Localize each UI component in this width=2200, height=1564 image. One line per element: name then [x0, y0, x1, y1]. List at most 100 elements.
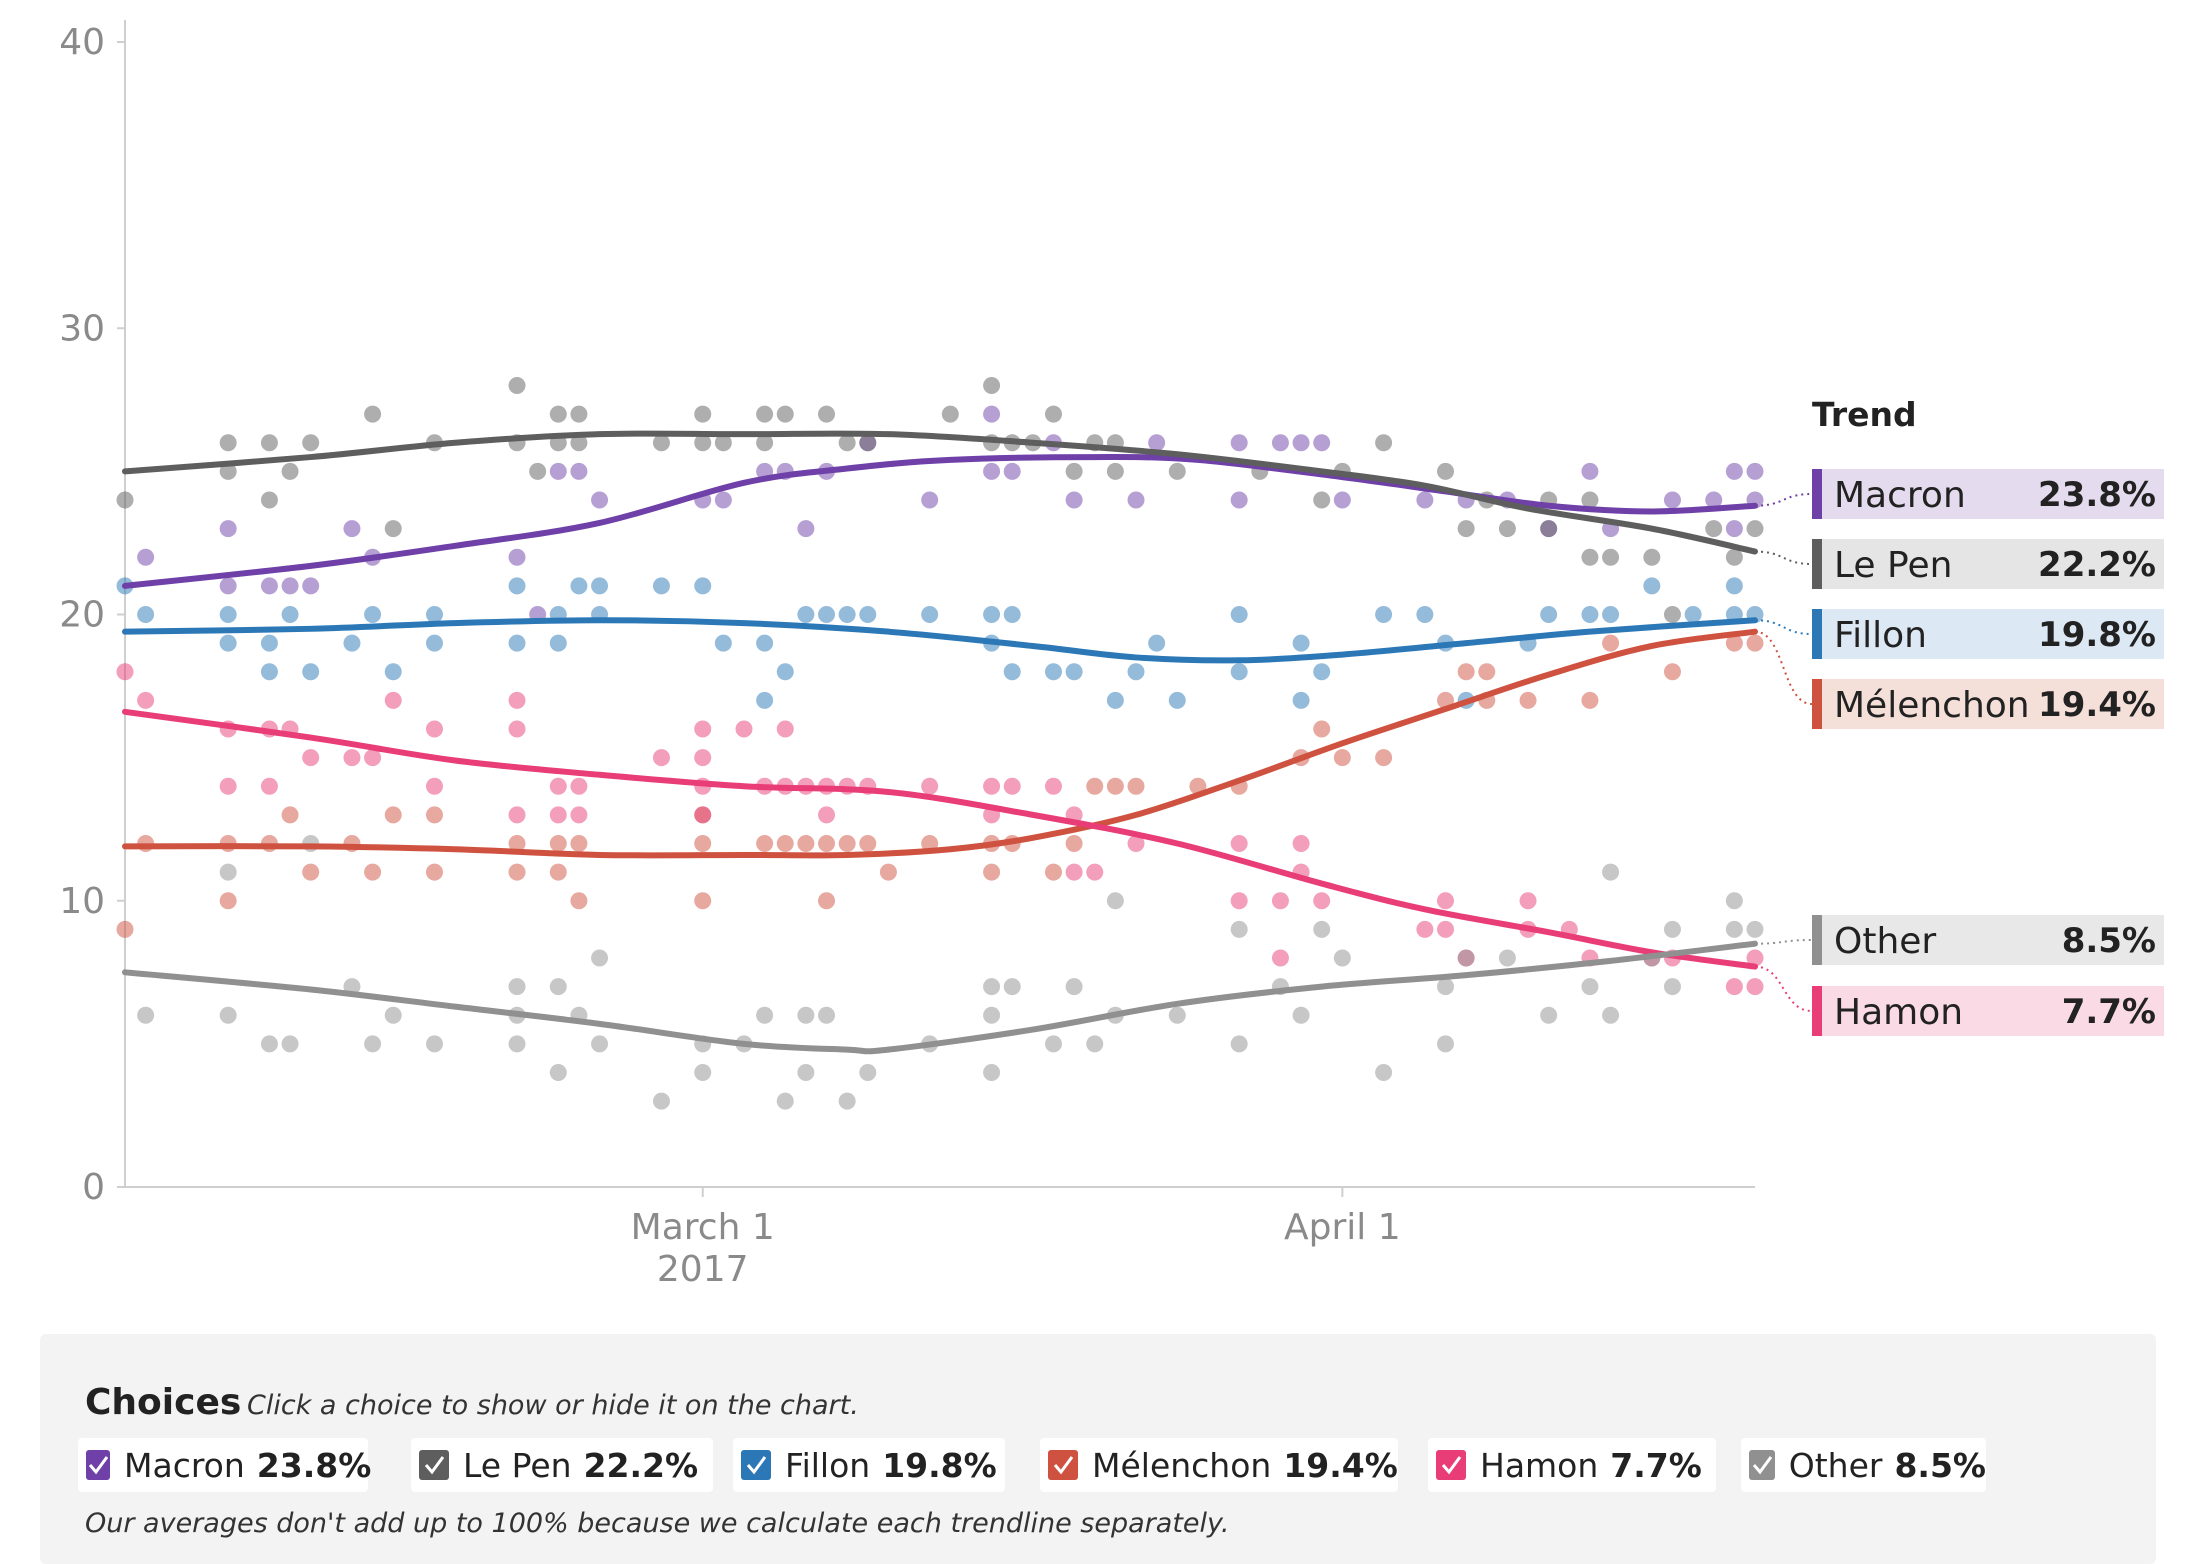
poll-dot-fillon [756, 634, 774, 652]
poll-dot-le-pen [652, 434, 670, 452]
choices-hint: Click a choice to show or hide it on the… [247, 1390, 859, 1421]
poll-dot-macron [1127, 491, 1145, 509]
poll-dot-fillon [343, 634, 361, 652]
poll-dot-other [281, 1035, 299, 1053]
poll-dot-fillon [137, 606, 155, 623]
poll-dot-le-pen [508, 377, 526, 394]
poll-dot-fillon [1292, 691, 1310, 709]
poll-dot-other [1498, 949, 1516, 967]
y-tick-label: 10 [59, 881, 105, 922]
trend-connector [1754, 965, 1813, 1012]
trend-connector [1754, 939, 1813, 945]
trend-connector [1754, 619, 1813, 635]
trend-label-swatch [1812, 609, 1822, 659]
x-tick-label: April 1 [1284, 1207, 1401, 1248]
trend-label-name: Other [1834, 921, 1936, 962]
poll-dot-m-lenchon [838, 835, 856, 852]
checkbox-checked-icon [1436, 1450, 1466, 1480]
poll-dot-hamon [508, 720, 526, 738]
poll-dot-macron [219, 520, 237, 538]
poll-dot-m-lenchon [776, 835, 794, 852]
trend-label-value: 19.4% [2038, 685, 2156, 725]
choice-label: Le Pen [463, 1445, 572, 1485]
trend-connector [1754, 630, 1813, 705]
poll-dot-hamon [694, 720, 712, 738]
choice-label: Mélenchon [1092, 1445, 1272, 1485]
poll-dot-other [1540, 1006, 1558, 1024]
poll-dot-le-pen [818, 405, 836, 423]
poll-dot-other [838, 1092, 856, 1110]
poll-dot-le-pen [694, 434, 712, 452]
poll-dot-macron [549, 462, 567, 480]
poll-dot-other [137, 1006, 155, 1024]
poll-dot-m-lenchon [694, 835, 712, 852]
choice-value: 23.8% [256, 1445, 372, 1485]
poll-dot-fillon [694, 577, 712, 595]
poll-dot-fillon [776, 663, 794, 681]
poll-dot-hamon [343, 749, 361, 767]
poll-dot-m-lenchon [1044, 863, 1062, 881]
choice-label: Fillon [785, 1445, 871, 1485]
checkbox-checked-icon [741, 1450, 771, 1480]
trend-label-bg [1812, 679, 2164, 729]
choice-fillon[interactable]: Fillon 19.8% [733, 1438, 1005, 1492]
poll-dot-hamon [570, 806, 588, 824]
choice-hamon[interactable]: Hamon 7.7% [1428, 1438, 1716, 1492]
choice-label: Other [1788, 1445, 1883, 1485]
trend-label-bg [1812, 915, 2164, 965]
choice-value: 22.2% [583, 1445, 699, 1485]
choice-other[interactable]: Other 8.5% [1741, 1438, 1986, 1492]
poll-dot-le-pen [260, 434, 278, 452]
poll-dot-macron [508, 548, 526, 566]
poll-dot-hamon [1127, 835, 1145, 852]
poll-dot-m-lenchon [1725, 634, 1743, 652]
poll-dot-hamon [508, 806, 526, 824]
poll-dot-le-pen [859, 434, 877, 452]
poll-dot-hamon [1271, 949, 1289, 967]
poll-dot-m-lenchon [219, 892, 237, 910]
poll-dot-other [1437, 978, 1455, 996]
poll-dot-fillon [652, 577, 670, 595]
poll-dot-other [219, 863, 237, 881]
poll-dot-fillon [508, 634, 526, 652]
poll-dot-fillon [260, 634, 278, 652]
choice-value: 19.4% [1283, 1445, 1398, 1485]
x-tick-year: 2017 [657, 1249, 749, 1290]
choice-macron[interactable]: Macron 23.8% [78, 1438, 371, 1492]
poll-dot-fillon [1313, 663, 1331, 681]
poll-dot-other [1725, 920, 1743, 938]
poll-dot-other [1168, 1006, 1186, 1024]
poll-dot-le-pen [714, 434, 732, 452]
poll-dot-m-lenchon [425, 863, 443, 881]
poll-dot-m-lenchon [1581, 691, 1599, 709]
poll-dot-fillon [1168, 691, 1186, 709]
choices-footnote: Our averages don't add up to 100% becaus… [85, 1508, 1230, 1539]
y-axis: 0 10 20 30 40 [59, 20, 126, 1208]
poll-dot-le-pen [1746, 520, 1764, 538]
trend-label-other: Other 8.5% [1754, 915, 2164, 965]
choice-melenchon[interactable]: Mélenchon 19.4% [1040, 1438, 1398, 1492]
poll-dot-macron [1313, 434, 1331, 452]
poll-dot-other [1065, 978, 1083, 996]
poll-dot-m-lenchon [508, 863, 526, 881]
poll-dot-other [1457, 949, 1475, 967]
poll-dot-m-lenchon [879, 863, 897, 881]
poll-dot-m-lenchon [797, 835, 815, 852]
poll-dot-other [694, 1064, 712, 1081]
poll-dot-m-lenchon [1746, 634, 1764, 652]
choice-le-pen[interactable]: Le Pen 22.2% [411, 1438, 713, 1492]
trend-line-other [122, 940, 1758, 1055]
poll-dot-hamon [302, 749, 320, 767]
poll-dot-fillon [384, 663, 402, 681]
trend-label-swatch [1812, 679, 1822, 729]
poll-dot-fillon [1003, 606, 1021, 623]
poll-dot-le-pen [1725, 548, 1743, 566]
trend-label-name: Hamon [1834, 992, 1963, 1033]
poll-dot-other [508, 1035, 526, 1053]
poll-dot-le-pen [838, 434, 856, 452]
poll-dot-m-lenchon [364, 863, 382, 881]
poll-dot-macron [1581, 462, 1599, 480]
poll-dot-le-pen [1581, 491, 1599, 509]
trend-label-name: Mélenchon [1834, 685, 2030, 726]
